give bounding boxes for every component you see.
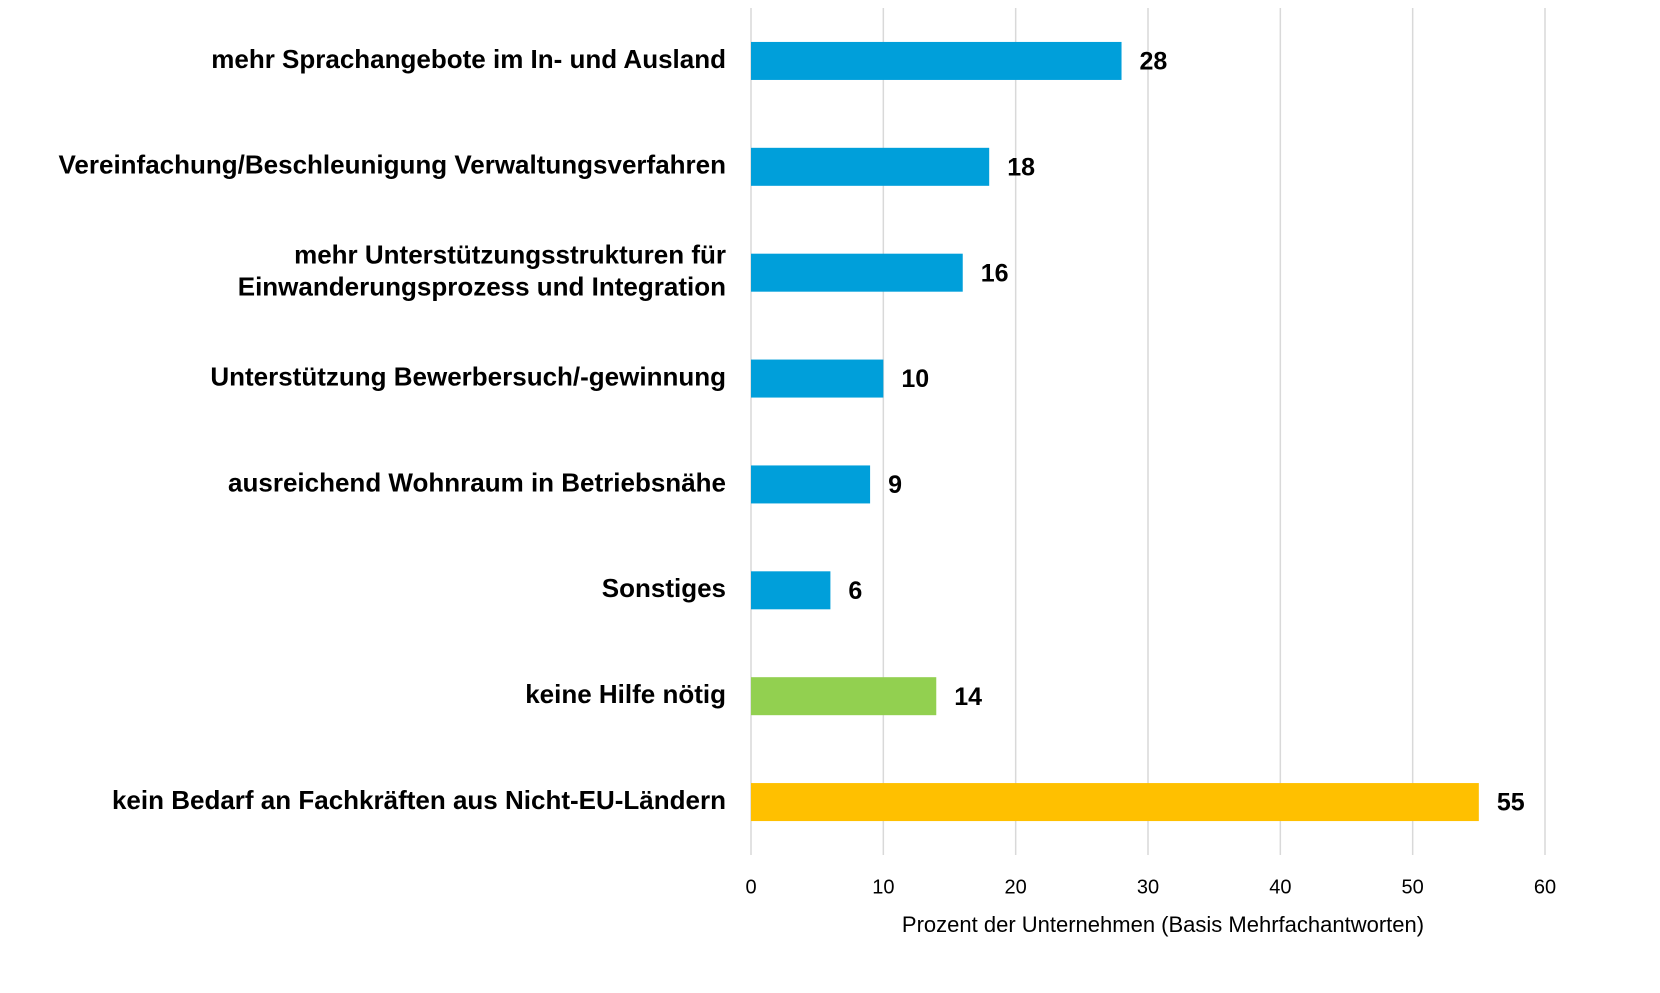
category-label: keine Hilfe nötig [525, 679, 726, 709]
value-label: 18 [1007, 153, 1035, 181]
x-axis-label: Prozent der Unternehmen (Basis Mehrfacha… [902, 912, 1424, 937]
category-label: Sonstiges [602, 573, 726, 603]
x-tick-label: 60 [1534, 876, 1556, 898]
category-label: mehr Unterstützungsstrukturen für Einwand… [238, 240, 726, 302]
value-label: 16 [981, 259, 1009, 287]
x-tick-label: 0 [745, 876, 756, 898]
value-label: 10 [901, 365, 929, 393]
value-label: 9 [888, 471, 902, 499]
value-label: 55 [1497, 789, 1525, 817]
x-tick-label: 10 [872, 876, 894, 898]
bar [751, 571, 831, 610]
value-label: 28 [1140, 48, 1168, 76]
bar [751, 41, 1122, 80]
value-label: 14 [954, 683, 982, 711]
value-label: 6 [848, 577, 862, 605]
category-label: ausreichend Wohnraum in Betriebsnähe [228, 467, 726, 497]
x-tick-label: 40 [1269, 876, 1291, 898]
bar [751, 147, 990, 186]
bar [751, 465, 871, 504]
category-label: Unterstützung Bewerbersuch/-gewinnung [210, 361, 726, 391]
x-tick-label: 50 [1402, 876, 1424, 898]
category-label: Vereinfachung/Beschleunigung Verwaltungs… [59, 150, 727, 180]
bar [751, 359, 884, 398]
x-tick-label: 20 [1005, 876, 1027, 898]
category-label: kein Bedarf an Fachkräften aus Nicht-EU-… [112, 785, 726, 815]
bar [751, 253, 963, 292]
bar [751, 783, 1479, 822]
bar [751, 677, 937, 716]
x-tick-label: 30 [1137, 876, 1159, 898]
category-label: mehr Sprachangebote im In- und Ausland [211, 44, 726, 74]
